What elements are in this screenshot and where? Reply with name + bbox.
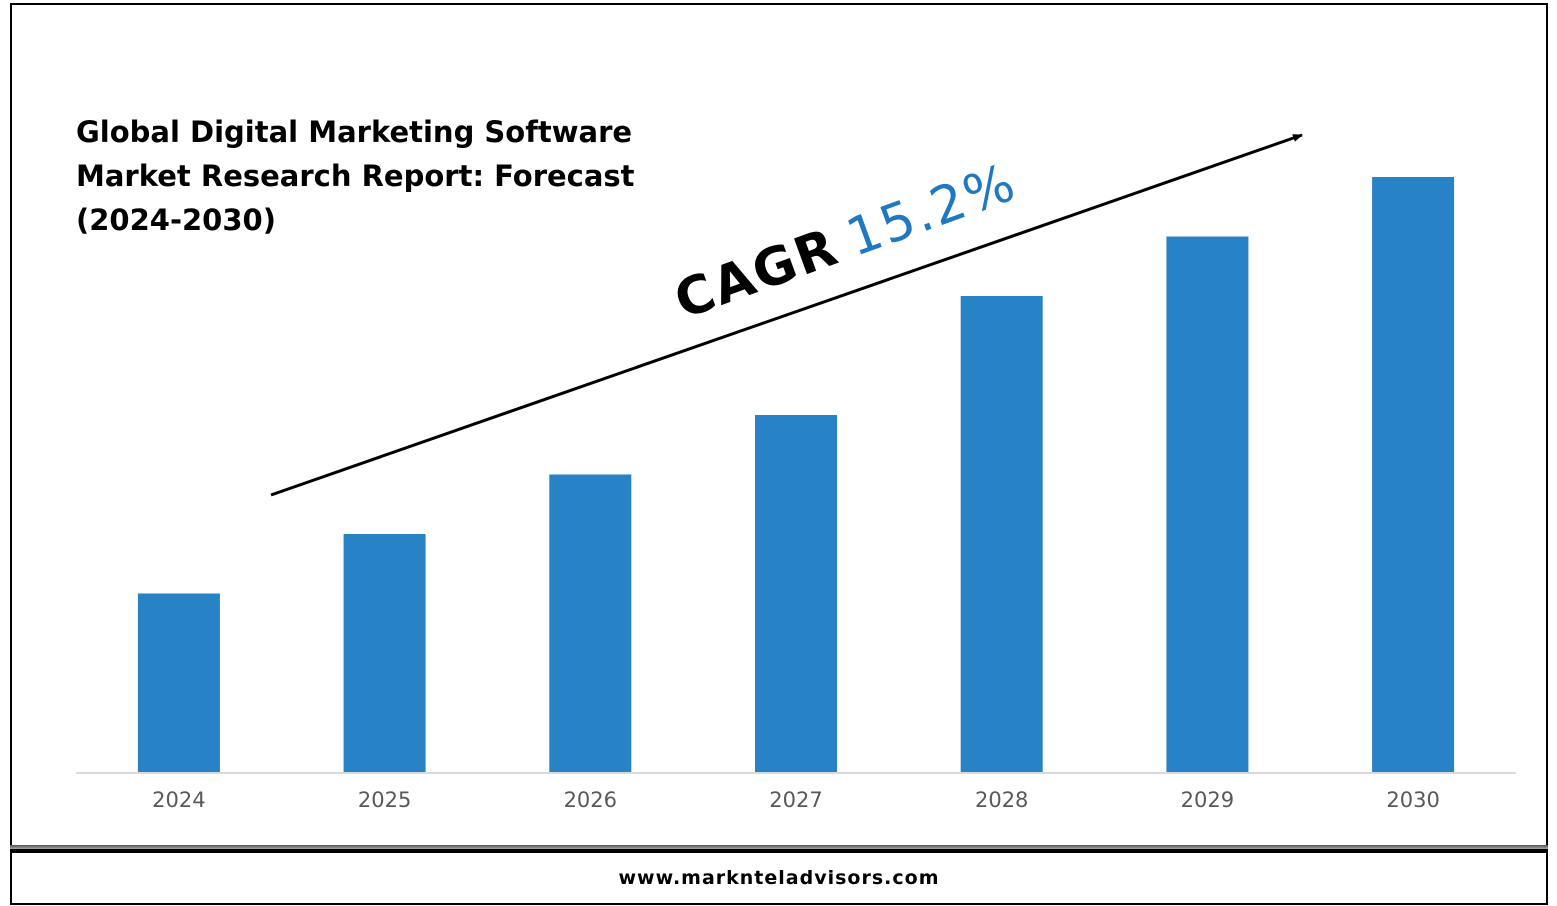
footer-shadow <box>10 845 1548 851</box>
footer-frame: www.marknteladvisors.com <box>10 849 1548 905</box>
bar-2028 <box>960 296 1043 772</box>
x-tick-label: 2027 <box>769 788 822 812</box>
chart-frame: 2024 2025 2026 2027 2028 2029 2030 Global Digi… <box>10 3 1548 847</box>
bar-2027 <box>755 415 837 772</box>
x-tick-label: 2025 <box>358 788 411 812</box>
x-tick-label: 2029 <box>1181 788 1234 812</box>
bar-2029 <box>1166 236 1249 772</box>
chart-title-line: (2024-2030) <box>76 203 276 237</box>
bar-2024 <box>137 593 220 772</box>
x-tick-labels: 2024 2025 2026 2027 2028 2029 2030 <box>152 788 1440 812</box>
x-tick-label: 2030 <box>1386 788 1439 812</box>
x-tick-label: 2028 <box>975 788 1028 812</box>
bar-2026 <box>549 474 632 772</box>
bar-2025 <box>343 534 426 772</box>
chart-title-line: Global Digital Marketing Software <box>76 115 633 149</box>
bar-chart: 2024 2025 2026 2027 2028 2029 2030 <box>76 133 1516 812</box>
chart-title: Global Digital Marketing Software Market… <box>76 110 676 242</box>
website-url: www.marknteladvisors.com <box>618 867 940 889</box>
chart-title-line: Market Research Report: Forecast <box>76 159 635 193</box>
x-tick-label: 2024 <box>152 788 205 812</box>
bars-group <box>137 177 1455 772</box>
x-tick-label: 2026 <box>564 788 617 812</box>
bar-2030 <box>1372 177 1455 772</box>
trend-arrow <box>270 133 1303 497</box>
